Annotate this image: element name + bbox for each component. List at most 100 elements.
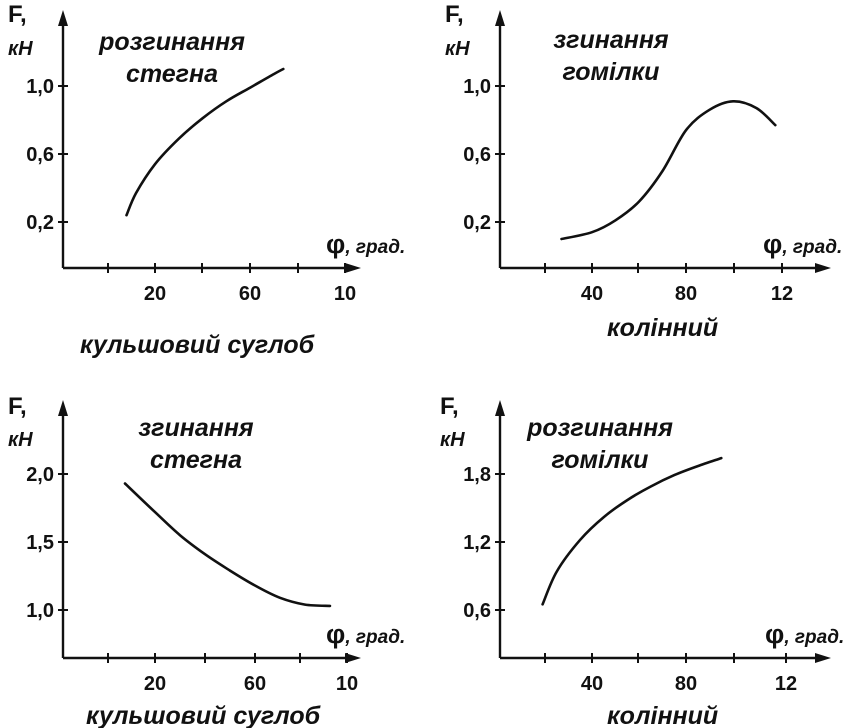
- x-tick-label: 60: [239, 283, 261, 305]
- data-point: [204, 553, 206, 555]
- data-point: [282, 68, 285, 70]
- data-point: [273, 73, 275, 75]
- x-axis-unit: , град.: [781, 237, 842, 258]
- data-point: [249, 86, 251, 89]
- chart-caption: колінний: [607, 314, 718, 342]
- x-tick-label: 80: [675, 673, 697, 695]
- y-axis-arrow: [495, 400, 505, 416]
- series-line: [125, 67, 285, 217]
- chart-title-line: гомілки: [552, 446, 649, 474]
- data-point: [685, 129, 687, 131]
- data-point: [560, 238, 563, 240]
- data-point: [708, 109, 711, 111]
- x-tick-label: 10: [336, 673, 358, 695]
- series-line: [541, 456, 723, 606]
- y-tick-label: 0,6: [463, 144, 491, 166]
- data-point: [603, 516, 605, 518]
- y-axis-arrow: [58, 10, 68, 26]
- y-axis-label: F,: [8, 1, 27, 28]
- chart-title-line: розгинання: [526, 414, 673, 442]
- chart-title-line: гомілки: [563, 58, 660, 86]
- chart-panel-2: 0,2 0,6 1,0 40 80 12 F, кН φ, град. згинання гоміл…: [445, 1, 842, 342]
- data-point: [774, 124, 777, 126]
- chart-panel-4: 0,6 1,2 1,8 40 80 12 F, кН φ, град. розгинання гом…: [440, 393, 844, 728]
- y-tick-label: 0,2: [26, 212, 54, 234]
- x-axis-arrow: [345, 653, 361, 663]
- y-tick-label: 1,5: [26, 532, 54, 554]
- x-tick-label: 60: [244, 673, 266, 695]
- data-point: [755, 107, 758, 109]
- x-axis-symbol: φ: [763, 229, 782, 259]
- data-point: [661, 170, 664, 172]
- y-tick-label: 1,2: [463, 532, 491, 554]
- data-point: [135, 192, 137, 194]
- data-point: [614, 219, 617, 222]
- data-point: [125, 214, 128, 216]
- x-tick-label: 12: [775, 673, 797, 695]
- x-tick-label: 40: [581, 283, 603, 305]
- data-point: [304, 603, 306, 606]
- y-tick-label: 0,2: [463, 212, 491, 234]
- chart-title-line: розгинання: [98, 28, 245, 56]
- data-point: [732, 100, 734, 103]
- x-axis-label: φ, град.: [326, 619, 405, 649]
- series-line: [560, 99, 777, 241]
- y-tick-label: 1,8: [463, 464, 491, 486]
- x-tick-label: 20: [144, 673, 166, 695]
- x-tick-label: 80: [675, 283, 697, 305]
- data-point: [638, 200, 640, 203]
- y-axis-unit: кН: [440, 429, 465, 451]
- chart-panel-3: 1,0 1,5 2,0 20 60 10 F, кН φ, град. згинання стегн…: [8, 393, 405, 728]
- data-point: [591, 231, 593, 233]
- x-axis-arrow: [345, 263, 361, 273]
- data-point: [626, 499, 629, 501]
- data-point: [720, 457, 723, 459]
- chart-panel-1: 0,2 0,6 1,0 20 60 10 F, кН φ, град. розгинання сте…: [8, 1, 405, 359]
- y-axis-unit: кН: [8, 429, 33, 451]
- chart-title-line: стегна: [150, 446, 242, 474]
- x-tick-label: 20: [144, 283, 166, 305]
- y-axis-arrow: [495, 10, 505, 26]
- x-tick-label: 12: [771, 283, 793, 305]
- chart-title-line: згинання: [553, 26, 669, 54]
- data-point: [254, 584, 256, 587]
- chart-caption: колінний: [607, 702, 718, 728]
- x-axis-label: φ, град.: [326, 229, 405, 259]
- data-point: [229, 569, 231, 572]
- data-point: [279, 597, 281, 599]
- y-axis-unit: кН: [445, 38, 470, 60]
- data-point: [650, 485, 652, 488]
- y-axis-arrow: [58, 400, 68, 416]
- chart-title-line: стегна: [126, 60, 218, 88]
- y-axis-label: F,: [440, 393, 459, 420]
- data-point: [697, 465, 699, 467]
- y-axis-unit: кН: [8, 38, 33, 60]
- data-point: [541, 603, 544, 606]
- data-point: [178, 137, 180, 140]
- data-point: [225, 100, 228, 103]
- y-tick-label: 0,6: [463, 600, 491, 622]
- x-axis-unit: , град.: [344, 627, 405, 648]
- x-axis-label: φ, град.: [763, 229, 842, 259]
- chart-caption: кульшовий суглоб: [86, 702, 322, 728]
- x-tick-label: 40: [581, 673, 603, 695]
- data-point: [154, 511, 156, 513]
- x-tick-label: 10: [334, 283, 356, 305]
- x-axis-unit: , град.: [783, 627, 844, 648]
- data-point: [673, 474, 676, 476]
- y-axis-label: F,: [8, 393, 27, 420]
- y-tick-label: 1,0: [463, 76, 491, 98]
- data-point: [154, 163, 156, 165]
- y-axis-label: F,: [445, 1, 464, 28]
- x-axis-label: φ, град.: [765, 619, 844, 649]
- data-point: [179, 534, 181, 536]
- data-point: [556, 570, 558, 573]
- series-line: [123, 482, 332, 608]
- x-axis-arrow: [815, 263, 831, 273]
- data-point: [579, 538, 582, 541]
- y-tick-label: 1,0: [26, 76, 54, 98]
- x-axis-unit: , град.: [344, 237, 405, 258]
- chart-caption: кульшовий суглоб: [80, 331, 316, 359]
- y-tick-label: 0,6: [26, 144, 54, 166]
